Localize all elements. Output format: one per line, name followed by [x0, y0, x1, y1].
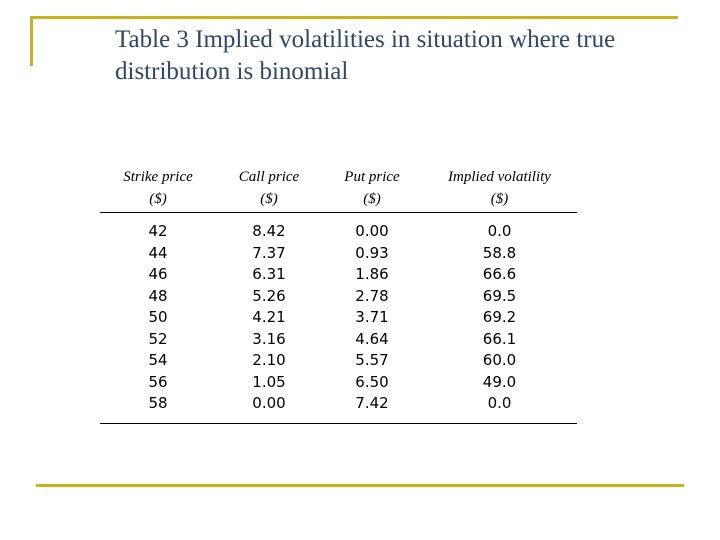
table-row: 50 4.21 3.71 69.2 [100, 307, 577, 329]
cell-call: 5.26 [252, 286, 286, 305]
cell-call: 7.37 [252, 243, 286, 262]
frame-bottom-rule [36, 484, 684, 487]
slide-title-line2: distribution is binomial [115, 58, 349, 85]
cell-strike: 42 [148, 222, 168, 240]
cell-volatility: 0.0 [422, 393, 577, 424]
cell-put: 0.00 [355, 222, 389, 240]
cell-put: 0.93 [355, 243, 389, 262]
cell-volatility: 60.0 [482, 351, 517, 369]
cell-call: 8.42 [252, 222, 286, 240]
table-row: 42 8.42 0.00 0.0 [100, 213, 577, 243]
cell-volatility: 0.0 [487, 222, 512, 240]
cell-call: 4.21 [252, 308, 286, 326]
cell-put: 3.71 [355, 308, 389, 326]
table-row: 58 0.00 7.42 0.0 [100, 393, 577, 424]
cell-strike: 54 [148, 351, 168, 369]
cell-volatility: 69.2 [482, 308, 517, 326]
header-strike-price: Strike price ($) [100, 166, 216, 213]
table-header-row: Strike price ($) Call price ($) Put pric… [100, 166, 577, 213]
cell-strike: 52 [148, 329, 168, 348]
cell-volatility: 66.6 [482, 265, 517, 283]
table-row: 48 5.26 2.78 69.5 [100, 286, 577, 308]
cell-volatility: 58.8 [482, 243, 517, 262]
cell-volatility: 69.5 [482, 286, 517, 305]
cell-call: 1.05 [252, 372, 286, 391]
cell-strike: 46 [148, 265, 168, 283]
cell-put: 4.64 [355, 329, 389, 348]
volatility-table-container: Strike price ($) Call price ($) Put pric… [100, 166, 577, 424]
header-put-price: Put price ($) [322, 166, 422, 213]
cell-put: 7.42 [322, 393, 422, 424]
cell-strike: 56 [148, 372, 168, 391]
table-row: 44 7.37 0.93 58.8 [100, 243, 577, 265]
cell-volatility: 49.0 [482, 372, 517, 391]
header-call-price: Call price ($) [216, 166, 322, 213]
slide-title: Table 3 Implied volatilities in situatio… [115, 24, 705, 88]
cell-strike: 48 [148, 286, 168, 305]
cell-call: 2.10 [252, 351, 286, 369]
frame-top-rule [30, 16, 678, 19]
cell-volatility: 66.1 [482, 329, 517, 348]
table-row: 52 3.16 4.64 66.1 [100, 329, 577, 351]
cell-strike: 50 [148, 308, 168, 326]
cell-put: 1.86 [355, 265, 389, 283]
table-row: 46 6.31 1.86 66.6 [100, 264, 577, 286]
cell-call: 3.16 [252, 329, 286, 348]
table-row: 56 1.05 6.50 49.0 [100, 372, 577, 394]
header-implied-volatility: Implied volatility ($) [422, 166, 577, 213]
cell-strike: 44 [148, 243, 168, 262]
cell-put: 5.57 [355, 351, 389, 369]
cell-put: 2.78 [355, 286, 389, 305]
cell-call: 6.31 [252, 265, 286, 283]
table-row: 54 2.10 5.57 60.0 [100, 350, 577, 372]
cell-call: 0.00 [216, 393, 322, 424]
cell-strike: 58 [100, 393, 216, 424]
slide-title-line1: Table 3 Implied volatilities in situatio… [115, 26, 616, 53]
frame-left-rule [30, 16, 33, 66]
cell-put: 6.50 [355, 372, 389, 391]
volatility-table: Strike price ($) Call price ($) Put pric… [100, 166, 577, 424]
